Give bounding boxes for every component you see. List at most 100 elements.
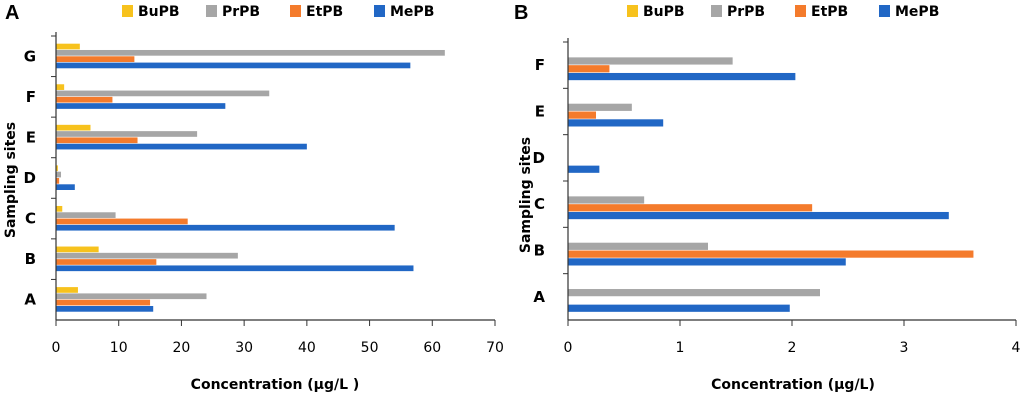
category-label-g: G: [24, 47, 36, 65]
bar-prpb-a: [568, 289, 820, 297]
bar-prpb-e: [56, 131, 198, 137]
panel-a-letter: A: [5, 2, 19, 24]
panel-a-xlabel: Concentration (µg/L ): [191, 377, 360, 393]
bar-mepb-f: [56, 103, 226, 109]
x-tick-label: 4: [1012, 340, 1021, 356]
category-label-f: F: [26, 88, 36, 106]
category-label-a: A: [533, 288, 545, 306]
legend-swatch-prpb: [711, 5, 722, 17]
category-label-e: E: [535, 103, 545, 121]
category-label-d: D: [533, 149, 545, 167]
category-label-c: C: [25, 210, 36, 228]
legend-label-mepb: MePB: [390, 4, 434, 20]
bar-prpb-g: [56, 49, 445, 56]
panel-b-bars: [568, 57, 974, 312]
legend-label-etpb: EtPB: [306, 4, 343, 20]
x-tick-label: 3: [900, 340, 909, 356]
category-label-b: B: [25, 250, 36, 268]
legend-swatch-mepb: [374, 5, 385, 17]
x-tick-label: 0: [52, 340, 61, 356]
category-label-c: C: [534, 195, 545, 213]
legend-swatch-mepb: [879, 5, 890, 17]
bar-etpb-e: [56, 137, 138, 144]
bar-mepb-c: [568, 211, 949, 220]
bar-prpb-c: [56, 212, 116, 218]
bar-mepb-g: [56, 62, 411, 69]
panel-b-xlabel: Concentration (µg/L): [711, 377, 875, 393]
bar-etpb-c: [56, 218, 188, 225]
legend-label-prpb: PrPB: [222, 4, 260, 20]
x-tick-label: 20: [173, 340, 191, 356]
x-tick-label: 60: [423, 340, 441, 356]
legend-label-etpb: EtPB: [811, 4, 848, 20]
bar-etpb-b: [568, 250, 974, 258]
category-label-d: D: [24, 169, 36, 187]
panel-b-axes: A B C D E F 0 1 2 3 4: [533, 38, 1021, 356]
legend-swatch-prpb: [206, 5, 217, 17]
x-tick-label: 40: [298, 340, 316, 356]
bar-prpb-f: [56, 90, 270, 97]
legend-swatch-bupb: [627, 5, 638, 17]
panel-a-bars: [56, 43, 445, 312]
bar-prpb-a: [56, 293, 207, 300]
bar-bupb-e: [56, 124, 91, 131]
bar-bupb-c: [56, 205, 63, 212]
category-label-f: F: [535, 56, 545, 74]
bar-mepb-b: [56, 265, 414, 272]
bar-mepb-c: [56, 224, 395, 231]
x-tick-label: 50: [361, 340, 379, 356]
panel-a-legend: BuPB PrPB EtPB MePB: [122, 4, 434, 20]
bar-mepb-a: [568, 304, 790, 312]
panel-b: B BuPB PrPB EtPB MePB A B C D E F 0 1 2 3 4 Concentra…: [514, 2, 1021, 393]
bar-mepb-f: [568, 72, 796, 81]
bar-etpb-c: [568, 204, 813, 212]
bar-prpb-b: [568, 242, 708, 250]
bar-prpb-d: [56, 171, 62, 178]
panel-b-letter: B: [514, 2, 528, 24]
panel-b-ylabel: Sampling sites: [518, 137, 534, 253]
bar-prpb-b: [56, 252, 238, 259]
panel-a: A BuPB PrPB EtPB MePB A B C D E F G 0 10 20 30 40 50 60 7…: [3, 2, 504, 393]
category-label-a: A: [24, 291, 36, 309]
bar-mepb-b: [568, 258, 846, 266]
bar-bupb-g: [56, 43, 80, 50]
bar-mepb-e: [56, 143, 307, 150]
legend-label-prpb: PrPB: [727, 4, 765, 20]
bar-bupb-b: [56, 246, 99, 253]
panel-a-ylabel: Sampling sites: [3, 122, 19, 238]
bar-prpb-c: [568, 196, 645, 204]
bar-mepb-d: [56, 184, 75, 190]
x-tick-label: 2: [788, 340, 797, 356]
bar-bupb-f: [56, 84, 65, 90]
legend-label-bupb: BuPB: [138, 4, 180, 20]
bar-mepb-e: [568, 119, 664, 127]
x-tick-label: 1: [676, 340, 685, 356]
bar-etpb-e: [568, 111, 596, 119]
category-label-e: E: [26, 128, 36, 146]
legend-label-mepb: MePB: [895, 4, 939, 20]
bar-etpb-d: [56, 178, 60, 184]
bar-prpb-f: [568, 57, 733, 65]
bar-mepb-a: [56, 306, 154, 312]
x-tick-label: 30: [235, 340, 253, 356]
x-tick-label: 10: [110, 340, 128, 356]
x-tick-label: 70: [486, 340, 504, 356]
panel-a-axes: A B C D E F G 0 10 20 30 40 50 60 70: [24, 32, 504, 356]
legend-swatch-bupb: [122, 5, 133, 17]
bar-etpb-f: [568, 65, 610, 73]
legend-swatch-etpb: [795, 5, 806, 17]
bar-bupb-a: [56, 287, 78, 293]
category-label-b: B: [534, 242, 545, 260]
bar-etpb-a: [56, 299, 151, 306]
bar-etpb-g: [56, 56, 135, 62]
bar-etpb-f: [56, 96, 113, 103]
legend-swatch-etpb: [290, 5, 301, 17]
bar-etpb-b: [56, 259, 157, 265]
x-tick-label: 0: [564, 340, 573, 356]
bar-prpb-e: [568, 103, 632, 111]
bar-mepb-d: [568, 165, 600, 173]
panel-b-legend: BuPB PrPB EtPB MePB: [627, 4, 939, 20]
legend-label-bupb: BuPB: [643, 4, 685, 20]
bar-bupb-d: [56, 165, 58, 172]
